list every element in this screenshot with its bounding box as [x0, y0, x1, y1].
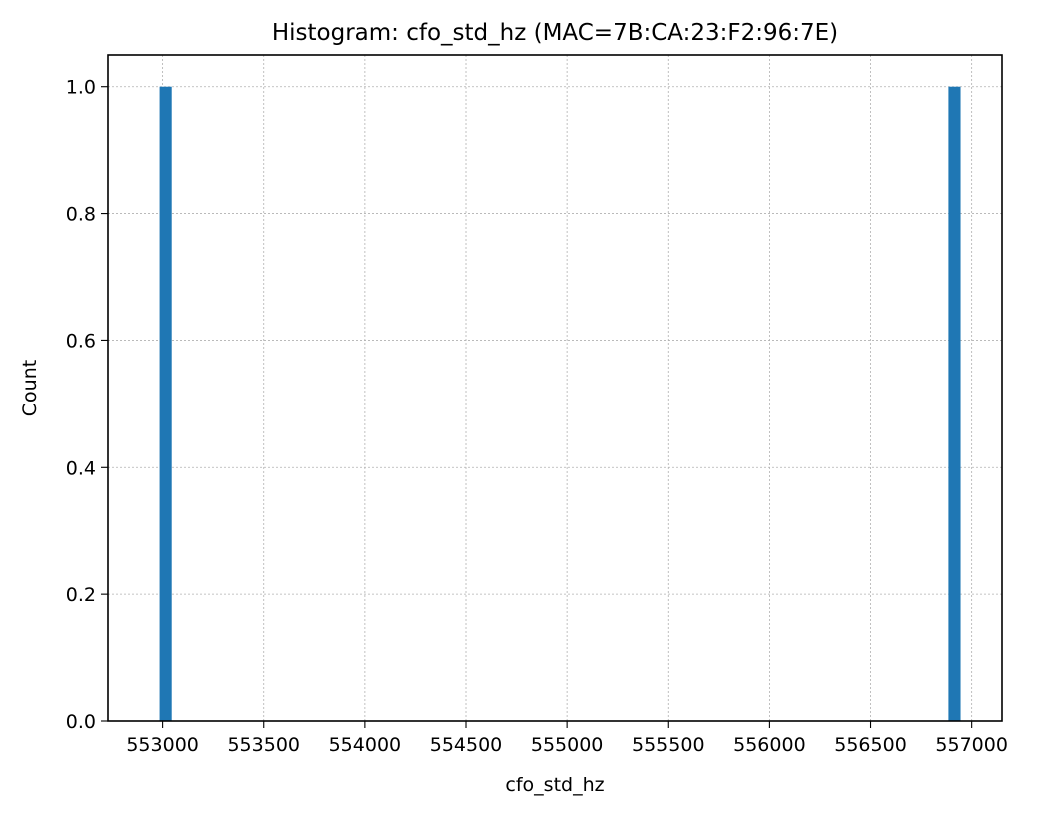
x-tick-label: 557000	[935, 734, 1008, 756]
y-tick-label: 1.0	[66, 77, 96, 99]
y-tick-label: 0.4	[66, 457, 96, 479]
bars	[159, 86, 961, 721]
x-axis-label: cfo_std_hz	[505, 774, 604, 796]
plot-frame	[107, 54, 1003, 722]
x-tick-label: 555500	[632, 734, 705, 756]
y-axis-label: Count	[19, 360, 41, 416]
y-tick-label: 0.0	[66, 711, 96, 733]
x-tick-label: 553000	[126, 734, 199, 756]
x-tick-label: 556500	[834, 734, 907, 756]
x-tick-label: 556000	[733, 734, 806, 756]
x-tick-label: 554000	[329, 734, 402, 756]
x-tick-label: 555000	[531, 734, 604, 756]
y-tick-label: 0.6	[66, 330, 96, 352]
histogram-bar	[948, 86, 961, 721]
y-tick-label: 0.8	[66, 204, 96, 226]
chart-title: Histogram: cfo_std_hz (MAC=7B:CA:23:F2:9…	[272, 20, 838, 46]
histogram-bar	[159, 86, 172, 721]
y-tick-label: 0.2	[66, 584, 96, 606]
grid	[108, 55, 1002, 722]
x-axis-ticks: 553000 553500 554000 554500 555000 555500 5560…	[126, 721, 1008, 756]
x-tick-label: 554500	[430, 734, 503, 756]
y-axis-ticks: 0.0 0.2 0.4 0.6 0.8 1.0	[66, 77, 108, 733]
x-tick-label: 553500	[227, 734, 300, 756]
